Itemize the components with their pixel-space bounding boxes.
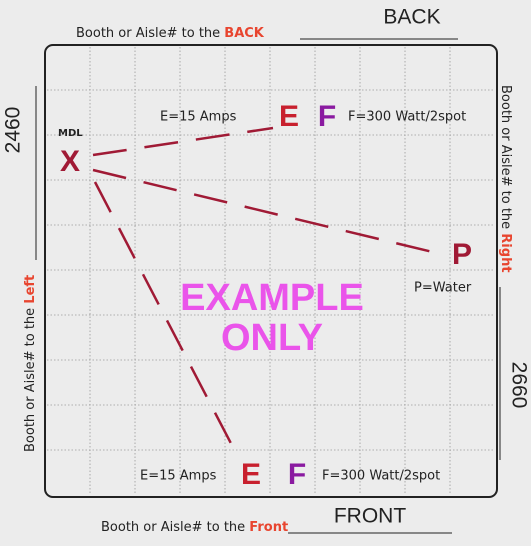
route-top — [92, 126, 274, 157]
top-prefix: Booth or Aisle# to the — [76, 26, 220, 41]
grid — [47, 47, 495, 495]
watermark-line2: ONLY — [221, 317, 323, 359]
origin-letter: X — [60, 145, 80, 178]
bottom-e-label: E=15 Amps — [140, 469, 217, 484]
bottom-f: F — [288, 458, 306, 491]
left-side: Left — [23, 275, 38, 304]
left-group: Booth or Aisle# to the Left — [23, 86, 38, 452]
right-side: Right — [499, 233, 514, 272]
plan-border — [44, 44, 498, 498]
bottom-side: Front — [249, 520, 288, 535]
left-number: 2460 — [2, 107, 25, 154]
right-number: 2660 — [507, 362, 530, 409]
top-e: E — [279, 100, 299, 133]
top-f: F — [318, 100, 336, 133]
top-e-label: E=15 Amps — [160, 110, 237, 125]
water-letter: P — [452, 238, 472, 271]
left-prefix: Booth or Aisle# to the — [23, 308, 38, 452]
top-number: BACK — [383, 6, 440, 29]
top-side: BACK — [224, 26, 265, 41]
bottom-number: FRONT — [334, 505, 406, 528]
bottom-prefix: Booth or Aisle# to the — [101, 520, 245, 535]
right-prefix: Booth or Aisle# to the — [499, 85, 514, 229]
left-label: Booth or Aisle# to the Left — [23, 275, 38, 452]
route-water — [92, 168, 446, 257]
bottom-label: Booth or Aisle# to the Front — [101, 520, 288, 535]
origin-tag: MDL — [58, 128, 83, 139]
watermark-line1: EXAMPLE — [180, 277, 364, 319]
bottom-f-label: F=300 Watt/2spot — [322, 469, 440, 484]
right-group: Booth or Aisle# to the Right — [499, 85, 514, 460]
top-f-label: F=300 Watt/2spot — [348, 110, 466, 125]
bottom-e: E — [241, 458, 261, 491]
top-label: Booth or Aisle# to the BACK — [76, 26, 265, 41]
right-label: Booth or Aisle# to the Right — [499, 85, 514, 273]
water-label: P=Water — [414, 281, 472, 296]
